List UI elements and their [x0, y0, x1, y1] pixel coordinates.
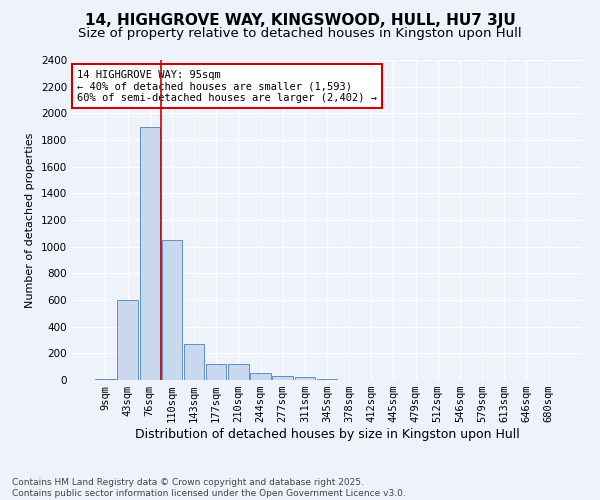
Bar: [184, 344, 204, 380]
Bar: [118, 300, 138, 380]
Bar: [250, 374, 271, 380]
Text: Size of property relative to detached houses in Kingston upon Hull: Size of property relative to detached ho…: [78, 28, 522, 40]
X-axis label: Distribution of detached houses by size in Kingston upon Hull: Distribution of detached houses by size …: [134, 428, 520, 441]
Bar: [161, 240, 182, 380]
Y-axis label: Number of detached properties: Number of detached properties: [25, 132, 35, 308]
Bar: [206, 364, 226, 380]
Text: 14, HIGHGROVE WAY, KINGSWOOD, HULL, HU7 3JU: 14, HIGHGROVE WAY, KINGSWOOD, HULL, HU7 …: [85, 12, 515, 28]
Bar: [228, 364, 248, 380]
Bar: [140, 126, 160, 380]
Bar: [272, 376, 293, 380]
Bar: [295, 378, 315, 380]
Text: Contains HM Land Registry data © Crown copyright and database right 2025.
Contai: Contains HM Land Registry data © Crown c…: [12, 478, 406, 498]
Text: 14 HIGHGROVE WAY: 95sqm
← 40% of detached houses are smaller (1,593)
60% of semi: 14 HIGHGROVE WAY: 95sqm ← 40% of detache…: [77, 70, 377, 103]
